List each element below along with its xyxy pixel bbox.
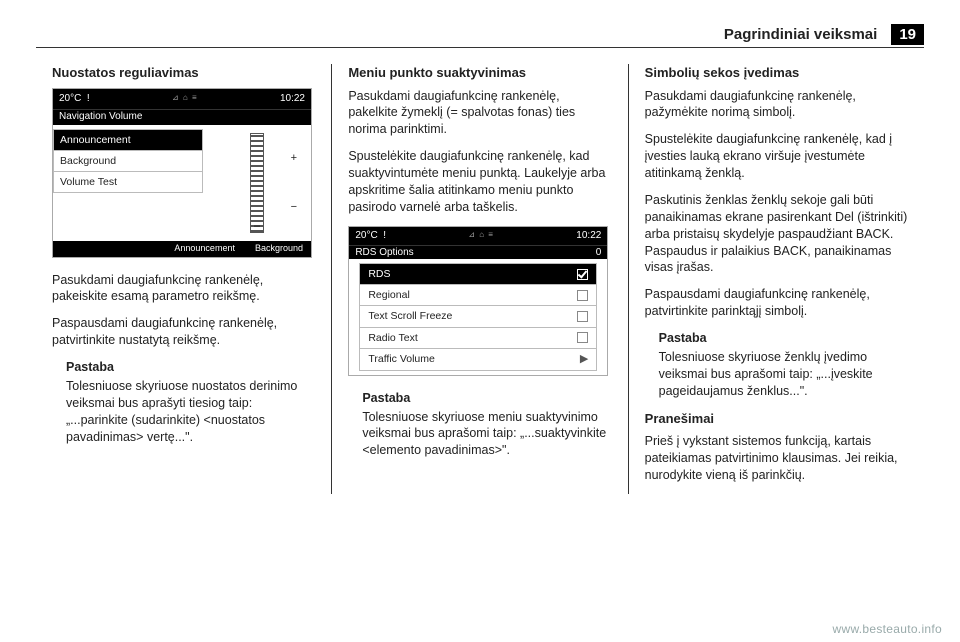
list-item-background[interactable]: Background <box>53 150 203 171</box>
page-number: 19 <box>891 24 924 45</box>
rds-row-traffic-volume[interactable]: Traffic Volume ▶ <box>359 348 597 371</box>
rds-row-radio-text[interactable]: Radio Text <box>359 327 597 348</box>
checkbox-icon <box>577 311 588 322</box>
col3-p1: Pasukdami daugiafunkcinę rankenėlę, pažy… <box>645 88 908 122</box>
col1-p2: Paspausdami daugiafunkcinę rankenėlę, pa… <box>52 315 315 349</box>
slider-minus-icon: − <box>253 218 260 234</box>
device2-list: RDS Regional Text Scroll Freeze Rad <box>349 259 607 375</box>
col3-p2: Spustelėkite daugiafunkcinę rankenėlę, k… <box>645 131 908 182</box>
traffic-volume-label: Traffic Volume <box>368 352 435 366</box>
device-nav-volume: 20°C ! ⊿ ⌂ ≡ 10:22 Navigation Volume Ann… <box>52 88 312 258</box>
col-2: Meniu punkto suaktyvinimas Pasukdami dau… <box>331 64 627 494</box>
columns: Nuostatos reguliavimas 20°C ! ⊿ ⌂ ≡ 10:2… <box>36 64 924 494</box>
device1-subtitle: Navigation Volume <box>53 109 311 125</box>
col3-heading: Simbolių sekos įvedimas <box>645 64 908 82</box>
regional-label: Regional <box>368 288 409 302</box>
col3-note-head: Pastaba <box>659 330 908 347</box>
device1-time: 10:22 <box>280 92 305 106</box>
device-rds-options: 20°C ! ⊿ ⌂ ≡ 10:22 RDS Options 0 RDS <box>348 226 608 376</box>
col3-p5: Prieš į vykstant sistemos funkciją, kart… <box>645 433 908 484</box>
device2-count: 0 <box>596 246 602 260</box>
rds-row-text-scroll[interactable]: Text Scroll Freeze <box>359 305 597 326</box>
col2-note-head: Pastaba <box>362 390 611 407</box>
col2-p2: Spustelėkite daugiafunkcinę rankenėlę, k… <box>348 148 611 216</box>
col3-heading2: Pranešimai <box>645 410 908 428</box>
slider-side-minus-icon: − <box>291 200 297 215</box>
col1-note-body: Tolesniuose skyriuose nuostatos derinimo… <box>66 378 315 446</box>
list-item-announcement[interactable]: Announcement <box>53 129 203 150</box>
radio-text-label: Radio Text <box>368 331 417 345</box>
temp-text: 20°C <box>59 93 81 104</box>
warn-icon-2: ! <box>383 230 386 241</box>
col3-note-body: Tolesniuose skyriuose ženklų įvedimo vei… <box>659 349 908 400</box>
col-3: Simbolių sekos įvedimas Pasukdami daugia… <box>628 64 924 494</box>
footer-background[interactable]: Background <box>255 242 303 254</box>
temp-text-2: 20°C <box>355 230 377 241</box>
device2-time: 10:22 <box>576 229 601 243</box>
warn-icon: ! <box>87 93 90 104</box>
rds-row-regional[interactable]: Regional <box>359 284 597 305</box>
device2-titlebar: 20°C ! ⊿ ⌂ ≡ 10:22 <box>349 227 607 245</box>
col1-note-head: Pastaba <box>66 359 315 376</box>
device1-temp: 20°C ! <box>59 92 90 106</box>
device2-body: RDS Regional Text Scroll Freeze Rad <box>349 259 607 375</box>
checkbox-icon <box>577 290 588 301</box>
col-1: Nuostatos reguliavimas 20°C ! ⊿ ⌂ ≡ 10:2… <box>36 64 331 494</box>
device1-subtitle-text: Navigation Volume <box>59 110 142 124</box>
slider-side-plus-icon: + <box>291 151 297 166</box>
device1-slider[interactable]: + − + − <box>203 125 311 241</box>
device1-body: Announcement Background Volume Test + − … <box>53 125 311 241</box>
col1-heading: Nuostatos reguliavimas <box>52 64 315 82</box>
col2-heading: Meniu punkto suaktyvinimas <box>348 64 611 82</box>
col3-p3: Paskutinis ženklas ženklų sekoje gali bū… <box>645 192 908 276</box>
checkbox-icon <box>577 269 588 280</box>
chevron-right-icon: ▶ <box>580 352 588 367</box>
col3-p4: Paspausdami daugiafunkcinę rankenėlę, pa… <box>645 286 908 320</box>
device2-temp: 20°C ! <box>355 229 386 243</box>
col1-p1: Pasukdami daugiafunkcinę rankenėlę, pake… <box>52 272 315 306</box>
col2-p1: Pasukdami daugiafunkcinę rankenėlę, pake… <box>348 88 611 139</box>
device1-list: Announcement Background Volume Test <box>53 125 203 241</box>
rds-label: RDS <box>368 267 390 281</box>
page: Pagrindiniai veiksmai 19 Nuostatos regul… <box>0 0 960 642</box>
device2-subtitle-text: RDS Options <box>355 246 413 260</box>
device1-footer: Announcement Background <box>53 241 311 257</box>
rds-row-rds[interactable]: RDS <box>359 263 597 284</box>
page-header: Pagrindiniai veiksmai 19 <box>36 24 924 48</box>
device1-titlebar: 20°C ! ⊿ ⌂ ≡ 10:22 <box>53 89 311 109</box>
col2-note-body: Tolesniuose skyriuose meniu suaktyvinimo… <box>362 409 611 460</box>
text-scroll-label: Text Scroll Freeze <box>368 309 452 323</box>
list-item-volume-test[interactable]: Volume Test <box>53 171 203 193</box>
section-title: Pagrindiniai veiksmai <box>724 26 877 43</box>
watermark: www.besteauto.info <box>833 622 942 636</box>
device1-status-icons: ⊿ ⌂ ≡ <box>172 93 198 104</box>
checkbox-icon <box>577 332 588 343</box>
footer-announcement[interactable]: Announcement <box>174 242 235 254</box>
device2-status-icons: ⊿ ⌂ ≡ <box>468 230 494 241</box>
device2-subtitle: RDS Options 0 <box>349 245 607 260</box>
